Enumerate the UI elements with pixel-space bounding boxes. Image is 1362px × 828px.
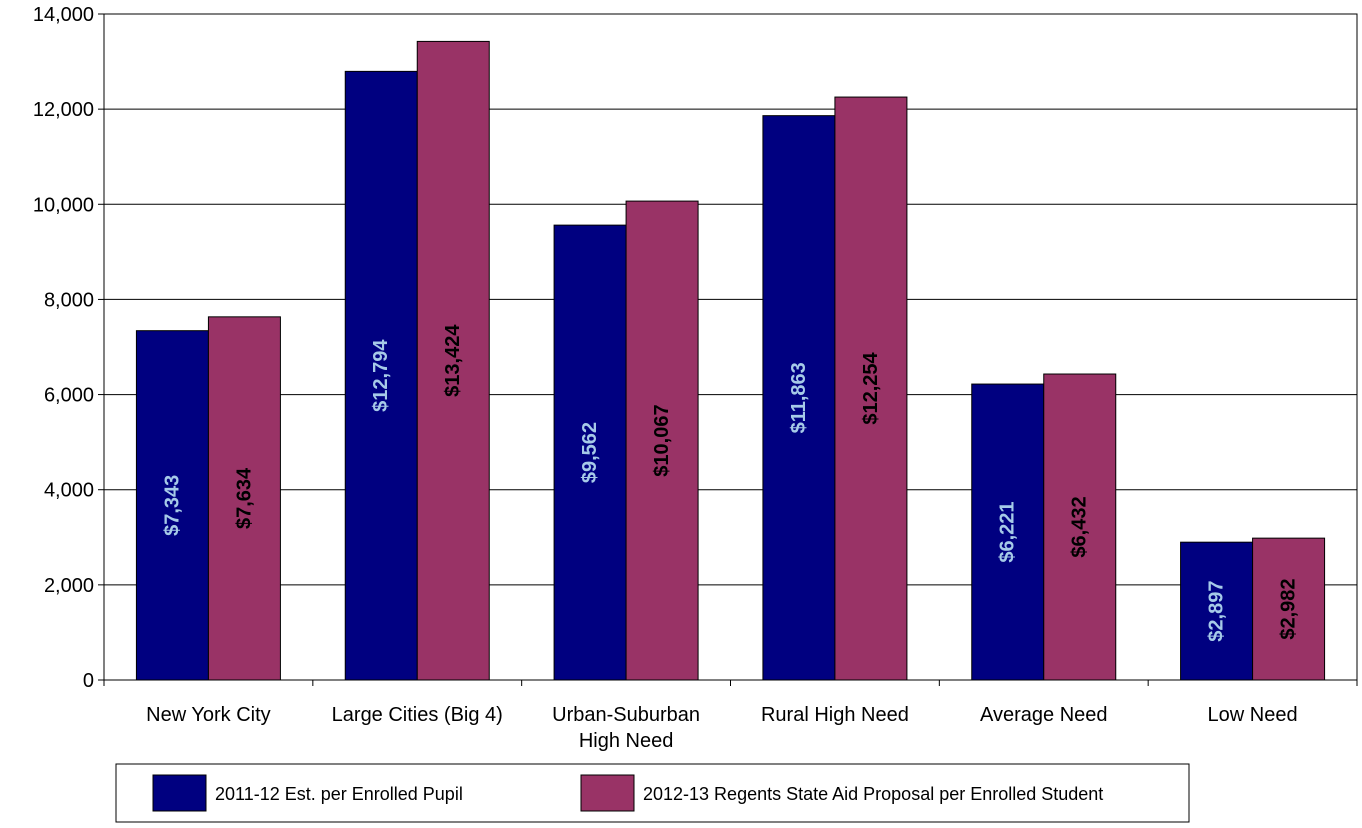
data-label: $6,221 [997, 501, 1019, 562]
x-tick-label-line: Large Cities (Big 4) [332, 704, 503, 726]
y-tick-label: 14,000 [33, 4, 94, 26]
gridlines [104, 108, 1357, 586]
x-tick-label-line: Average Need [980, 704, 1108, 726]
legend-label: 2012-13 Regents State Aid Proposal per E… [643, 784, 1103, 804]
y-tick-label: 12,000 [33, 99, 94, 121]
x-tick-label: Rural High Need [761, 704, 909, 726]
x-tick-label: Low Need [1208, 704, 1298, 726]
x-tick-label-line: Rural High Need [761, 704, 909, 726]
bar [416, 40, 490, 681]
x-tick-label-line: High Need [579, 730, 674, 752]
x-tick-label: Urban-Suburban High Need [552, 704, 700, 752]
y-tick-label: 4,000 [44, 480, 94, 502]
bar [207, 316, 281, 681]
legend-swatch [152, 774, 207, 812]
bar [1180, 541, 1254, 681]
x-tick-label-line: Urban-Suburban [552, 704, 700, 726]
x-tick-label: Average Need [980, 704, 1108, 726]
bar [625, 200, 699, 681]
bar [1252, 537, 1326, 681]
y-tick-label: 0 [83, 670, 94, 692]
data-label: $10,067 [651, 404, 673, 476]
data-label: $12,254 [860, 352, 882, 425]
legend-box [115, 763, 1190, 823]
data-label: $13,424 [442, 324, 464, 397]
data-label: $9,562 [579, 422, 601, 483]
x-tick-label: New York City [146, 704, 271, 726]
plot-area-frame [103, 13, 1358, 681]
data-label: $12,794 [370, 339, 392, 412]
legend-swatch [580, 774, 635, 812]
y-tick-label: 2,000 [44, 575, 94, 597]
data-label: $2,897 [1206, 581, 1228, 642]
legend: 2011-12 Est. per Enrolled Pupil 2012-13 R… [115, 763, 1190, 823]
data-label: $7,343 [161, 475, 183, 536]
axes: 0 2,000 4,000 6,000 8,000 10,000 12,000 14,000 N… [33, 4, 1358, 752]
data-label: $7,634 [233, 467, 255, 529]
y-tick-label: 6,000 [44, 385, 94, 407]
bars: $7,343 $7,634 $12,794 $13,424 $9,562 $10,067 $… [135, 40, 1326, 681]
y-tick-label: 8,000 [44, 289, 94, 311]
data-label: $11,863 [788, 362, 810, 433]
legend-label: 2011-12 Est. per Enrolled Pupil [215, 784, 463, 804]
data-label: $2,982 [1278, 578, 1300, 639]
bar [834, 96, 908, 681]
x-tick-label-line: Low Need [1208, 704, 1298, 726]
bar [553, 224, 627, 681]
bar [1043, 373, 1117, 681]
bar [762, 115, 836, 681]
y-tick-label: 10,000 [33, 194, 94, 216]
x-tick-label: Large Cities (Big 4) [332, 704, 503, 726]
bar [344, 70, 418, 681]
data-label: $6,432 [1069, 496, 1091, 557]
x-tick-label-line: New York City [146, 704, 271, 726]
